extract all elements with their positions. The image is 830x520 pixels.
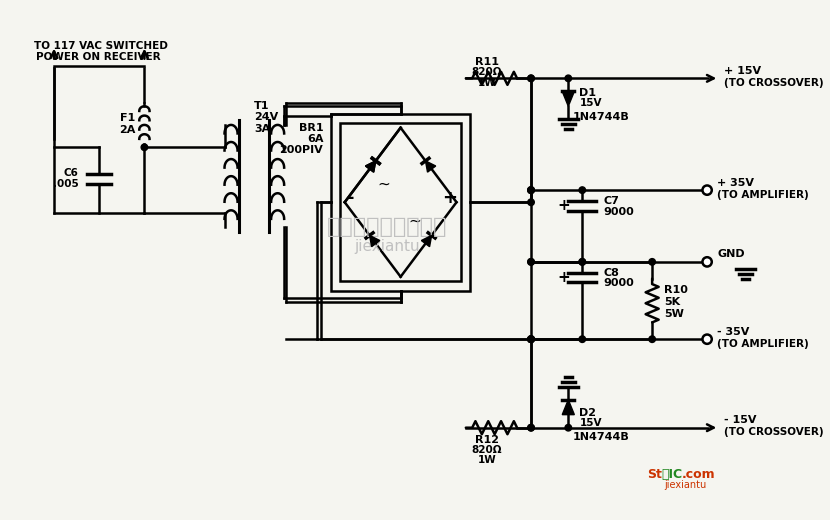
Text: GND: GND: [717, 250, 745, 259]
Polygon shape: [422, 236, 432, 246]
Circle shape: [141, 144, 148, 150]
Text: St: St: [647, 468, 662, 481]
Text: +: +: [557, 199, 570, 214]
Polygon shape: [369, 236, 380, 246]
Circle shape: [528, 187, 535, 193]
Polygon shape: [426, 161, 436, 172]
Circle shape: [528, 424, 535, 431]
Text: 9000: 9000: [603, 278, 634, 288]
Circle shape: [579, 336, 585, 343]
Text: + 15V: + 15V: [724, 66, 761, 76]
Text: 6A: 6A: [307, 134, 323, 144]
Text: (TO AMPLIFIER): (TO AMPLIFIER): [717, 190, 809, 200]
Text: 200PIV: 200PIV: [280, 145, 323, 155]
Text: - 35V: - 35V: [717, 327, 749, 337]
Bar: [330, 114, 471, 291]
Text: F1: F1: [120, 113, 135, 123]
Circle shape: [565, 424, 572, 431]
Text: + 35V: + 35V: [717, 178, 754, 188]
Text: R12: R12: [475, 435, 499, 445]
Circle shape: [528, 336, 535, 343]
Circle shape: [702, 334, 712, 344]
Text: ~: ~: [408, 213, 421, 228]
Text: POWER ON RECEIVER: POWER ON RECEIVER: [36, 52, 160, 62]
Text: - 15V: - 15V: [724, 415, 756, 425]
Text: 1W: 1W: [477, 78, 496, 88]
Circle shape: [528, 187, 535, 193]
Text: (TO AMPLIFIER): (TO AMPLIFIER): [717, 339, 809, 349]
Text: +: +: [442, 189, 457, 206]
Circle shape: [528, 336, 535, 343]
Circle shape: [649, 258, 656, 265]
Text: jiexiantu: jiexiantu: [354, 239, 419, 254]
Text: (TO CROSSOVER): (TO CROSSOVER): [724, 427, 823, 437]
Text: 桃称谷科技有限公司: 桃称谷科技有限公司: [326, 217, 447, 238]
Text: .005: .005: [52, 178, 78, 189]
Circle shape: [702, 257, 712, 267]
Text: 1N4744B: 1N4744B: [573, 432, 630, 442]
Circle shape: [528, 199, 535, 205]
Circle shape: [528, 258, 535, 265]
Text: jiexiantu: jiexiantu: [664, 480, 706, 490]
Circle shape: [528, 187, 535, 193]
Circle shape: [528, 424, 535, 431]
Text: 1N4744B: 1N4744B: [573, 112, 630, 122]
Text: 全IC: 全IC: [662, 468, 682, 481]
Circle shape: [579, 258, 585, 265]
Polygon shape: [365, 161, 376, 172]
Text: +: +: [557, 270, 570, 285]
Circle shape: [528, 75, 535, 82]
Text: 3A: 3A: [254, 124, 271, 134]
Text: D2: D2: [579, 408, 597, 418]
Text: R11: R11: [475, 57, 499, 67]
Circle shape: [528, 75, 535, 82]
Circle shape: [528, 336, 535, 343]
Text: T1: T1: [254, 101, 270, 111]
Text: 5K: 5K: [664, 297, 681, 307]
Text: ~: ~: [378, 176, 390, 191]
Text: BR1: BR1: [299, 123, 323, 133]
Text: 5W: 5W: [664, 309, 684, 319]
Text: C7: C7: [603, 197, 619, 206]
Circle shape: [649, 336, 656, 343]
Text: 1W: 1W: [477, 456, 496, 465]
Text: 15V: 15V: [579, 98, 602, 109]
Text: D1: D1: [579, 88, 597, 98]
Bar: [340, 123, 461, 281]
Circle shape: [528, 336, 535, 343]
Text: R10: R10: [664, 285, 688, 295]
Text: TO 117 VAC SWITCHED: TO 117 VAC SWITCHED: [34, 41, 168, 51]
Text: 9000: 9000: [603, 206, 634, 216]
Text: -: -: [348, 189, 355, 206]
Text: 2A: 2A: [119, 125, 135, 135]
Circle shape: [565, 75, 572, 82]
Text: 24V: 24V: [254, 112, 279, 122]
Text: 15V: 15V: [579, 418, 602, 428]
Text: (TO CROSSOVER): (TO CROSSOVER): [724, 78, 823, 88]
Circle shape: [579, 187, 585, 193]
Text: C6: C6: [63, 168, 78, 178]
Circle shape: [702, 186, 712, 195]
Text: C8: C8: [603, 268, 619, 278]
Polygon shape: [562, 92, 574, 106]
Polygon shape: [365, 161, 376, 172]
Circle shape: [528, 258, 535, 265]
Text: 820Ω: 820Ω: [471, 67, 502, 77]
Text: .com: .com: [682, 468, 715, 481]
Circle shape: [579, 258, 585, 265]
Polygon shape: [562, 400, 574, 414]
Text: 820Ω: 820Ω: [471, 445, 502, 455]
